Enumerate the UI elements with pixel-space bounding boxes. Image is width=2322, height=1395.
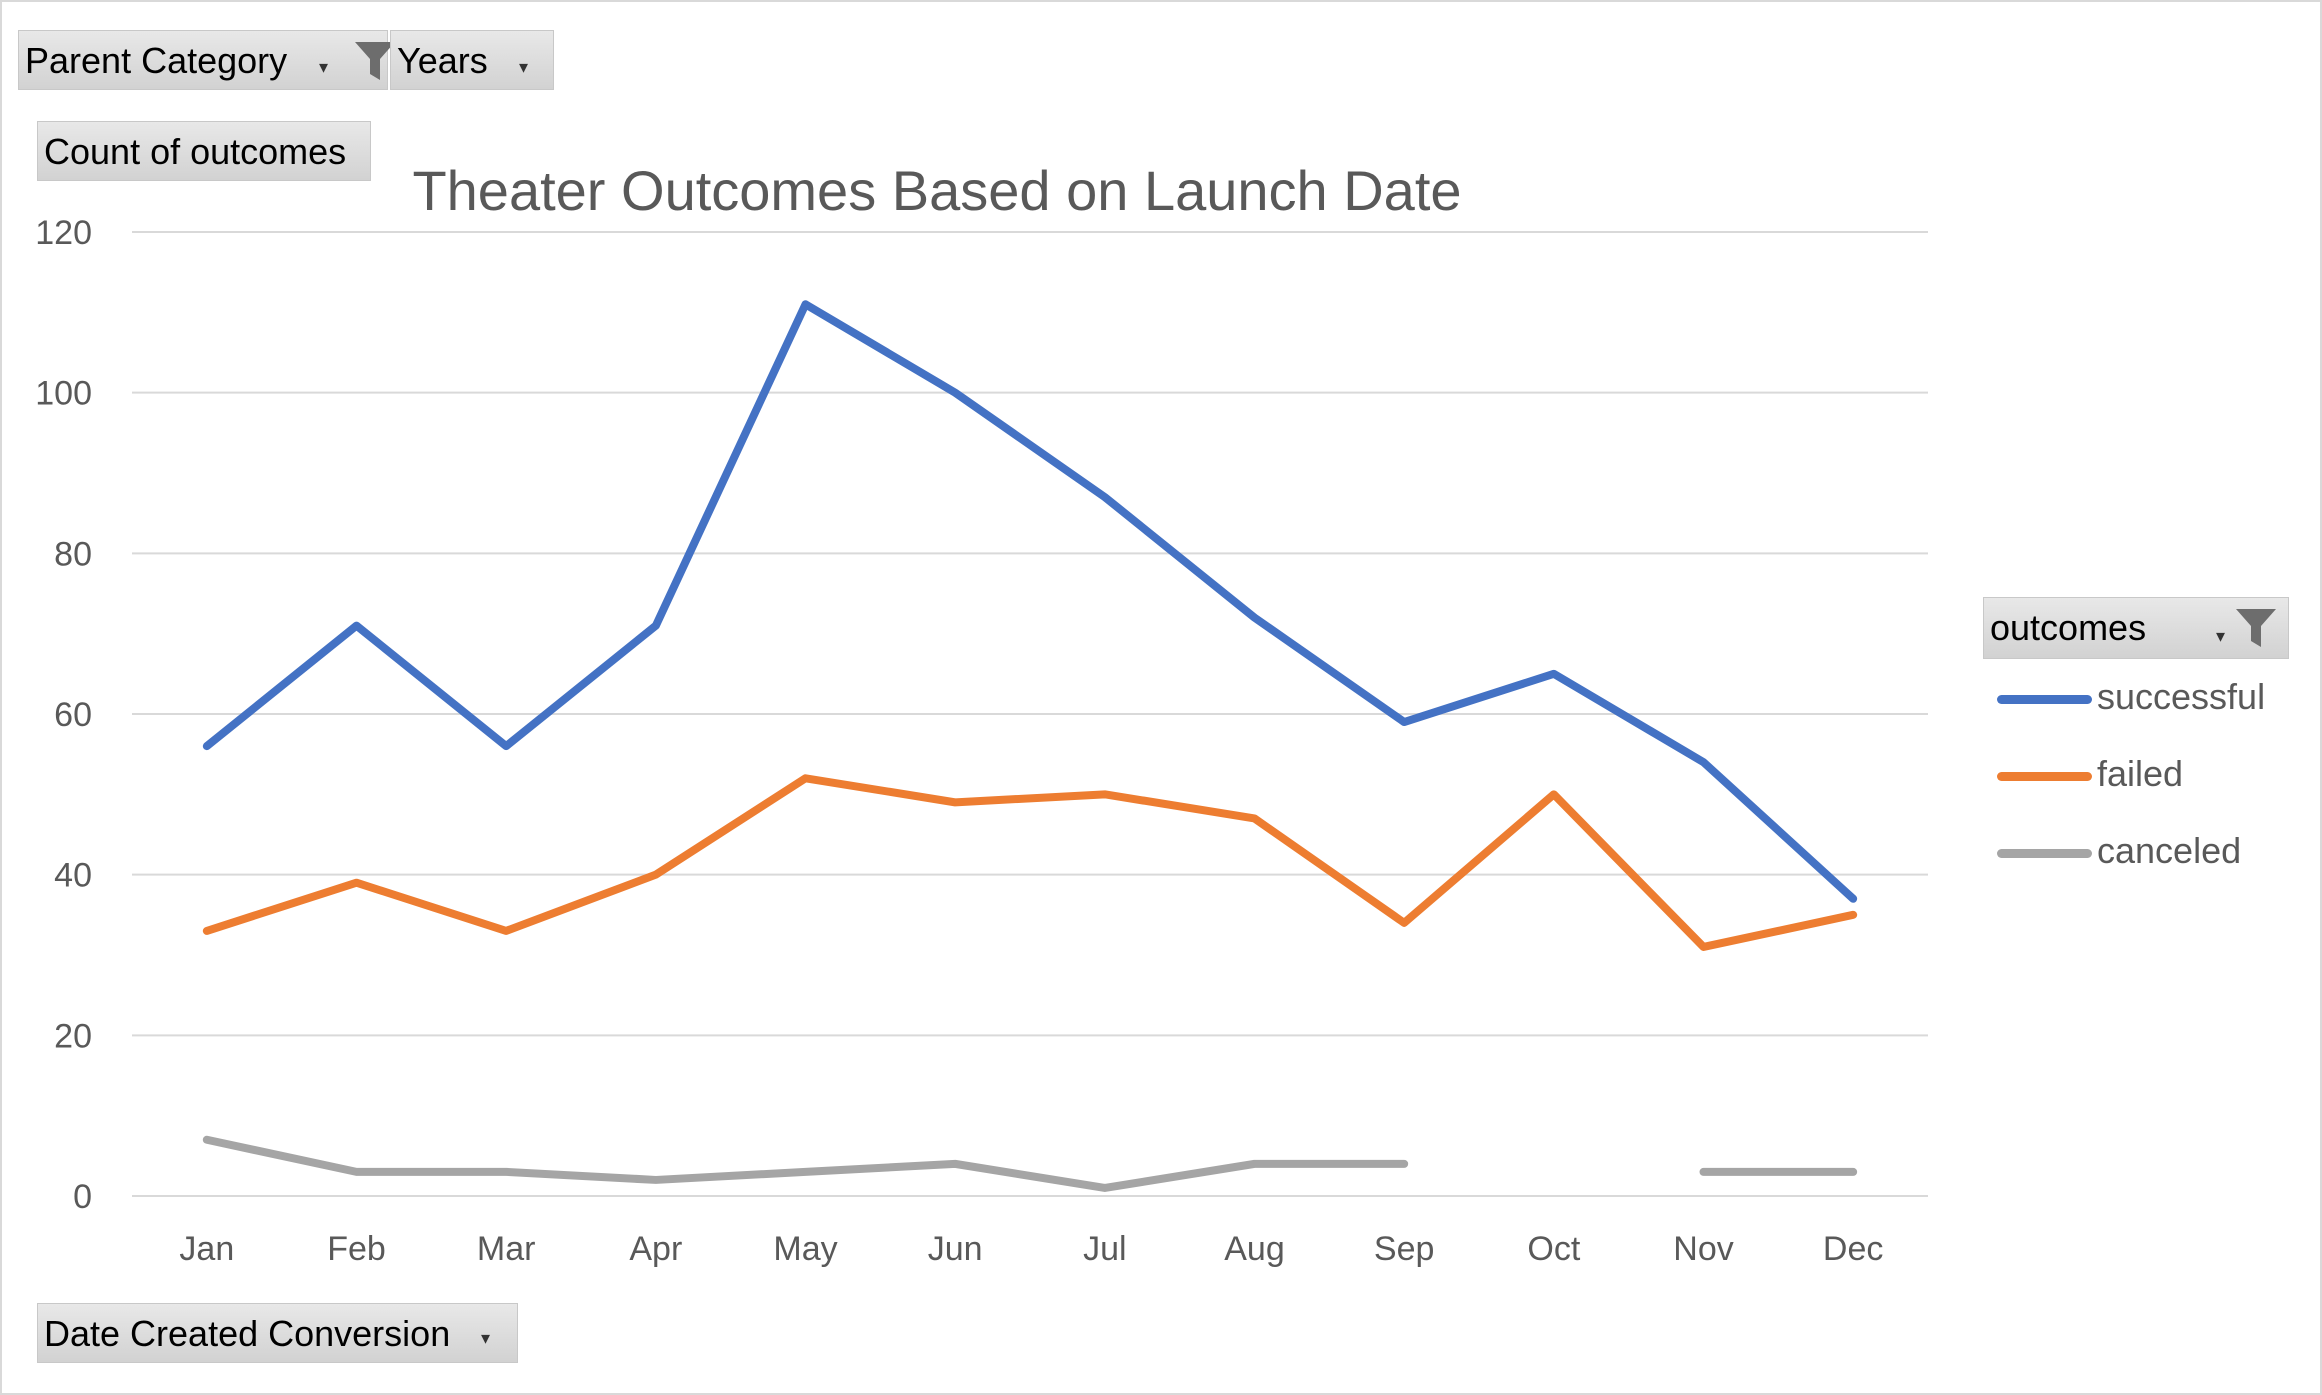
legend-field-label: outcomes	[1990, 607, 2147, 648]
y-tick-label: 40	[54, 857, 92, 895]
x-tick-label: Aug	[1224, 1230, 1285, 1268]
axis-field-button[interactable]: Date Created Conversion ▾	[37, 1303, 518, 1363]
x-tick-label: Dec	[1823, 1230, 1883, 1268]
legend-label: canceled	[2097, 830, 2242, 871]
x-tick-label: Feb	[327, 1230, 386, 1268]
chevron-down-icon: ▾	[2216, 626, 2226, 646]
series-lines	[202, 300, 1858, 1192]
x-tick-label: Jan	[179, 1230, 234, 1268]
chevron-down-icon: ▾	[319, 57, 329, 77]
y-tick-label: 20	[54, 1017, 92, 1055]
y-tick-label: 60	[54, 696, 92, 734]
years-filter-button[interactable]: Years ▾	[390, 30, 554, 90]
y-tick-label: 120	[35, 214, 92, 252]
legend-swatch	[1997, 849, 2092, 858]
filter-funnel-icon	[2236, 609, 2276, 647]
y-tick-label: 0	[73, 1178, 92, 1216]
series-line-canceled	[202, 1135, 1409, 1192]
legend-swatch	[1997, 772, 2092, 781]
chevron-down-icon: ▾	[519, 57, 529, 77]
parent-category-label: Parent Category	[25, 40, 288, 81]
chevron-down-icon: ▾	[481, 1328, 491, 1348]
x-tick-label: Nov	[1673, 1230, 1733, 1268]
x-tick-label: Apr	[629, 1230, 682, 1268]
axis-field-label: Date Created Conversion	[44, 1313, 451, 1354]
x-axis-ticks: Jan Feb Mar Apr May Jun Jul Aug Sep Oct Nov Dec	[179, 1230, 1883, 1268]
x-tick-label: Jul	[1083, 1230, 1126, 1268]
y-axis-ticks: 0 20 40 60 80 100 120	[35, 214, 92, 1216]
legend-label: failed	[2097, 753, 2184, 794]
legend-swatch	[1997, 695, 2092, 704]
x-tick-label: May	[773, 1230, 837, 1268]
chart-title: Theater Outcomes Based on Launch Date	[412, 159, 1461, 222]
x-tick-label: Oct	[1527, 1230, 1580, 1268]
y-tick-label: 100	[35, 375, 92, 413]
filter-funnel-icon	[355, 42, 395, 80]
parent-category-filter-button[interactable]: Parent Category ▾	[18, 30, 395, 90]
gridlines	[132, 231, 1928, 1197]
legend-label: successful	[2097, 676, 2266, 717]
x-tick-label: Mar	[477, 1230, 536, 1268]
series-line-failed	[202, 774, 1858, 951]
x-tick-label: Sep	[1374, 1230, 1435, 1268]
series-line-successful	[202, 300, 1858, 903]
values-field-label: Count of outcomes	[44, 131, 347, 172]
values-field-button[interactable]: Count of outcomes	[37, 121, 371, 181]
y-tick-label: 80	[54, 535, 92, 573]
years-label: Years	[397, 40, 488, 81]
legend-field-button[interactable]: outcomes ▾	[1983, 597, 2289, 659]
x-tick-label: Jun	[928, 1230, 983, 1268]
